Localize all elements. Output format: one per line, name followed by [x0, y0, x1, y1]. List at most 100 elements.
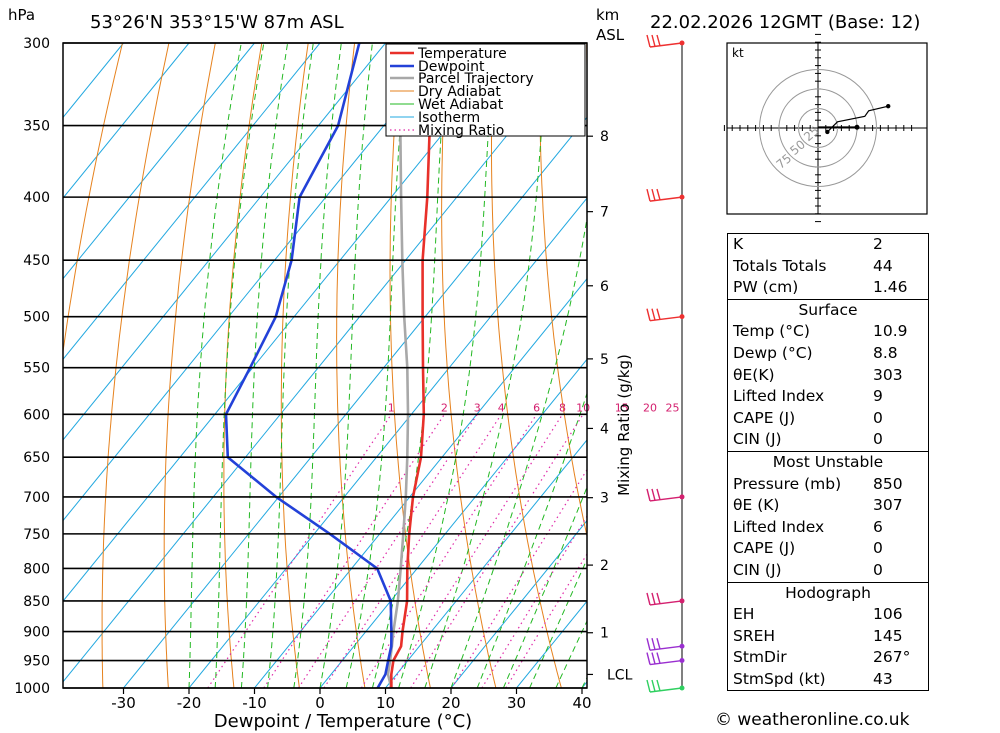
stat-row: Pressure (mb) 850	[728, 474, 928, 496]
stat-label: Totals Totals	[733, 256, 827, 275]
datetime-title: 22.02.2026 12GMT (Base: 12)	[650, 12, 920, 33]
hodograph-ring	[759, 69, 877, 187]
temp-tick-label: 20	[441, 694, 460, 712]
wind-barb	[646, 592, 685, 606]
dry-adiabat-line	[223, 43, 263, 688]
mixing-ratio-line	[207, 413, 392, 688]
stat-label: StmDir	[733, 648, 787, 667]
stat-label: CIN (J)	[733, 560, 782, 579]
hodograph-ring	[798, 108, 838, 148]
profile-lines	[224, 43, 446, 688]
temp-tick-label: -20	[177, 694, 202, 712]
hodograph-trace	[826, 105, 889, 133]
mixing-ratio-label: 15	[615, 401, 629, 414]
wind-barb	[646, 679, 685, 693]
mixing-ratio-axis-label: Mixing Ratio (g/kg)	[615, 354, 633, 496]
hpa-label: hPa	[8, 6, 35, 24]
mixing-ratio-label: 6	[533, 401, 540, 414]
mixing-ratio-line	[297, 413, 478, 688]
temp-tick-label: 40	[572, 694, 591, 712]
pressure-tick-label: 450	[23, 253, 50, 269]
pressure-tick-label: 900	[23, 625, 50, 641]
stat-label: PW (cm)	[733, 278, 799, 297]
stat-row: SREH 145	[728, 626, 928, 648]
legend-wet-adiabat: Wet Adiabat	[418, 97, 504, 113]
pressure-tick-label: 950	[23, 654, 50, 670]
temp-tick-label: 10	[376, 694, 395, 712]
mixing-ratio-label: 20	[643, 401, 657, 414]
stat-row: Temp (°C) 10.9	[728, 321, 928, 343]
wind-barb	[646, 188, 685, 202]
pressure-tick-label: 550	[23, 361, 50, 377]
temp-tick-label: -30	[111, 694, 136, 712]
isotherm-line	[63, 43, 452, 522]
km-tick-label: 7	[600, 205, 609, 221]
pressure-tick-label: 750	[23, 527, 50, 543]
km-tick-label: 2	[600, 558, 609, 574]
dry-adiabat-line	[958, 43, 1000, 688]
pressure-tick-label: 800	[23, 561, 50, 577]
stat-value: 1.46	[873, 278, 908, 297]
wind-barb	[646, 34, 685, 48]
temp-tick-label: 0	[315, 694, 325, 712]
isotherm-line	[254, 277, 587, 688]
stat-label: Pressure (mb)	[733, 474, 842, 493]
stat-value: 0	[873, 560, 883, 579]
wet-adiabat-line	[502, 485, 587, 688]
pressure-tick-label: 300	[23, 36, 50, 52]
asl-label: ASL	[596, 26, 625, 44]
legend: Temperature Dewpoint Parcel Trajectory D…	[385, 43, 586, 139]
most-unstable-section: Most Unstable Pressure (mb) 850 θE (K) 307 L…	[728, 450, 928, 582]
dry-adiabat-line	[63, 43, 123, 356]
wet-adiabat-line	[476, 392, 587, 688]
stats-panel: K 2 Totals Totals 44 PW (cm) 1.46 Surface Tem…	[727, 233, 929, 692]
stat-value: 0	[873, 408, 883, 427]
dry-adiabat-line	[280, 43, 309, 688]
wind-barbs	[646, 34, 685, 693]
km-label: km	[596, 6, 619, 24]
stat-label: Temp (°C)	[733, 322, 810, 341]
stat-value: 44	[873, 256, 893, 275]
stat-label: StmSpd (kt)	[733, 669, 826, 688]
km-tick-label: 3	[600, 491, 609, 507]
plot-frame	[62, 42, 588, 689]
km-tick-label: 5	[600, 352, 609, 368]
most-unstable-title: Most Unstable	[772, 452, 884, 471]
temp-tick-label: 30	[507, 694, 526, 712]
dry-adiabat-line	[101, 43, 170, 688]
wet-adiabat-line	[214, 43, 265, 688]
wet-adiabat-line	[371, 43, 448, 688]
isotherm-line	[63, 43, 255, 280]
stat-value: 303	[873, 365, 903, 384]
wet-adiabat-line	[529, 557, 587, 688]
pressure-tick-label: 350	[23, 119, 50, 135]
stat-value: 106	[873, 605, 903, 624]
stat-label: θE(K)	[733, 365, 775, 384]
stat-value: 267°	[873, 648, 911, 667]
mixing-ratio-line	[323, 413, 502, 688]
stat-row: θE (K) 307	[728, 495, 928, 517]
wind-barb	[646, 652, 685, 666]
hodograph-title: Hodograph	[785, 583, 871, 602]
pressure-tick-label: 650	[23, 450, 50, 466]
stat-value: 307	[873, 496, 903, 515]
pressure-tick-label: 700	[23, 490, 50, 506]
stat-label: SREH	[733, 626, 776, 645]
km-tick-label: 8	[600, 129, 609, 145]
dry-adiabat-line	[441, 43, 497, 688]
isotherm-line	[450, 519, 587, 688]
pressure-tick-label: 1000	[14, 681, 50, 697]
legend-isotherm: Isotherm	[418, 110, 480, 126]
stat-label: EH	[733, 605, 755, 624]
wet-adiabat-line	[293, 43, 342, 688]
stat-row: EH 106	[728, 604, 928, 626]
hodograph-section: Hodograph EH 106 SREH 145 StmDir 267° StmSpd (…	[728, 581, 928, 691]
wind-barb	[646, 638, 685, 651]
wet-adiabat-line	[240, 43, 289, 688]
km-tick-label: 6	[600, 279, 609, 295]
isotherm-line	[123, 116, 587, 688]
stat-value: 6	[873, 517, 883, 536]
mixing-ratio-label: 25	[666, 401, 680, 414]
stat-value: 8.8	[873, 343, 898, 362]
pressure-axis: 300 350 400 450 500 550 600 650 700 750 800 850 900 9…	[14, 36, 587, 697]
